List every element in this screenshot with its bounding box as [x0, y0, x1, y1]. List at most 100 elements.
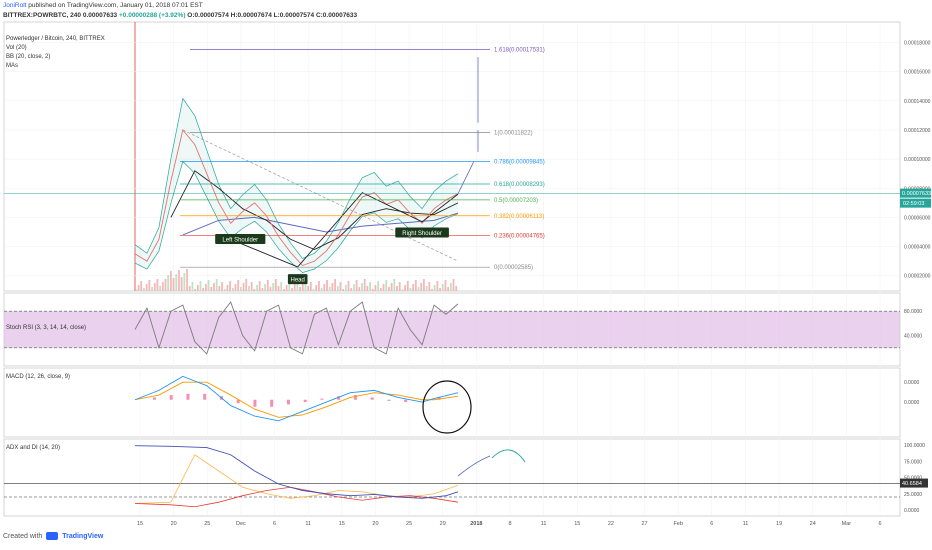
created-with: Created with: [3, 532, 43, 540]
macd-hist-bar: [320, 398, 324, 400]
volume-bar: [396, 286, 398, 291]
volume-bar: [344, 285, 347, 291]
y-tick-label: 0.00010000: [904, 157, 931, 163]
volume-bar: [350, 288, 353, 291]
stoch-band: [4, 311, 900, 348]
x-tick-label: 20: [372, 521, 378, 527]
x-tick-label: 15: [137, 521, 143, 527]
macd-line: [134, 375, 459, 422]
volume-bar: [449, 283, 452, 291]
volume-bar: [382, 284, 385, 291]
legend-pair: Powerledger / Bitcoin, 240, BITTREX: [6, 36, 105, 42]
volume-bar: [215, 279, 218, 291]
macd-hist-bar: [253, 399, 257, 407]
y-tick-label: 0.00016000: [904, 70, 931, 76]
volume-bar: [226, 285, 229, 291]
legend-vol: Vol (20): [6, 45, 27, 51]
macd-hist-bar: [236, 399, 240, 404]
x-tick-label: 8: [508, 521, 511, 527]
x-tick-label: 11: [541, 521, 547, 527]
volume-bar: [239, 287, 242, 291]
volume-bar: [151, 287, 153, 291]
volume-bar: [320, 288, 323, 291]
volume-bar: [196, 285, 199, 291]
volume-bar: [194, 289, 197, 291]
fib-level-label: 0.618(0.00008293): [494, 182, 545, 188]
tradingview-logo-icon: [46, 532, 59, 540]
volume-bar: [272, 283, 275, 291]
volume-bar: [261, 288, 264, 291]
volume-bar: [355, 280, 358, 291]
volume-bar: [455, 286, 458, 291]
volume-bar: [393, 279, 396, 291]
tradingview-brand[interactable]: TradingView: [62, 532, 104, 540]
volume-bar: [234, 284, 237, 291]
volume-bar: [323, 284, 326, 291]
volume-bar: [156, 279, 159, 291]
macd-hist-bar: [270, 399, 274, 407]
author-link[interactable]: JoniRolt: [3, 2, 27, 9]
x-tick-label: 15: [574, 521, 580, 527]
macd-title: MACD (12, 26, close, 9): [6, 374, 70, 380]
x-tick-label: 2018: [470, 521, 482, 527]
volume-bar: [264, 284, 266, 291]
adx-tick: 75.0000: [904, 459, 922, 465]
volume-bar: [172, 278, 175, 291]
volume-bar: [377, 281, 380, 291]
volume-bar: [366, 286, 369, 291]
stoch-k-line: [134, 301, 459, 355]
di-plus-line: [134, 454, 459, 504]
volume-bar: [326, 280, 328, 291]
volume-bar: [436, 281, 439, 291]
adx-current-tag: [900, 478, 928, 488]
x-tick-label: 6: [710, 521, 713, 527]
volume-bar: [266, 280, 269, 291]
x-tick-label: 24: [810, 521, 816, 527]
volume-bar: [441, 284, 444, 291]
volume-bar: [253, 289, 256, 291]
volume-bar: [334, 279, 336, 291]
volume-bar: [143, 288, 145, 291]
pane-price: [3, 21, 901, 292]
fib-level-label: 0.382(0.00006113): [494, 214, 544, 220]
volume-bar: [312, 289, 315, 291]
volume-bar: [161, 282, 164, 291]
adx-tick: 25.0000: [904, 492, 922, 498]
adx-projection-curve: [491, 449, 526, 463]
volume-bar: [328, 287, 331, 291]
volume-bar: [401, 289, 404, 291]
pane-adx: [3, 438, 901, 517]
volume-bar: [180, 277, 183, 291]
volume-bar: [299, 287, 301, 291]
bollinger-fill: [135, 98, 458, 273]
volume-bar: [390, 283, 393, 291]
projection-arrow: [457, 161, 474, 194]
volume-bar: [385, 280, 388, 291]
pattern-annotation-bg: [287, 274, 308, 285]
x-tick-label: 15: [339, 521, 345, 527]
volume-bar: [363, 279, 366, 291]
volume-bar: [242, 283, 245, 291]
volume-bar: [258, 281, 261, 291]
pane-macd: [3, 367, 901, 438]
volume-bar: [210, 287, 213, 291]
y-tick-label: 0.00004000: [904, 245, 931, 251]
symbol-line: BITTREX:POWRBTC, 240 0.00007633 +0.00000…: [3, 12, 357, 19]
fib-level-label: 0.5(0.00007203): [494, 198, 538, 204]
x-tick-label: Mar: [842, 521, 852, 527]
stoch-tick: 80.0000: [904, 309, 922, 315]
volume-bar: [202, 288, 205, 291]
macd-hist-bar: [286, 399, 290, 405]
volume-bar: [431, 289, 433, 291]
volume-bar: [175, 274, 178, 291]
volume-bar: [388, 287, 390, 291]
volume-bar: [153, 283, 156, 291]
volume-bar: [207, 280, 210, 291]
y-tick-label: 0.00012000: [904, 128, 931, 134]
hand-drawn-circle: [422, 380, 472, 434]
volume-bar: [137, 285, 140, 291]
volume-bar: [140, 281, 143, 291]
volume-bar: [296, 280, 299, 291]
volume-bar: [167, 275, 170, 291]
